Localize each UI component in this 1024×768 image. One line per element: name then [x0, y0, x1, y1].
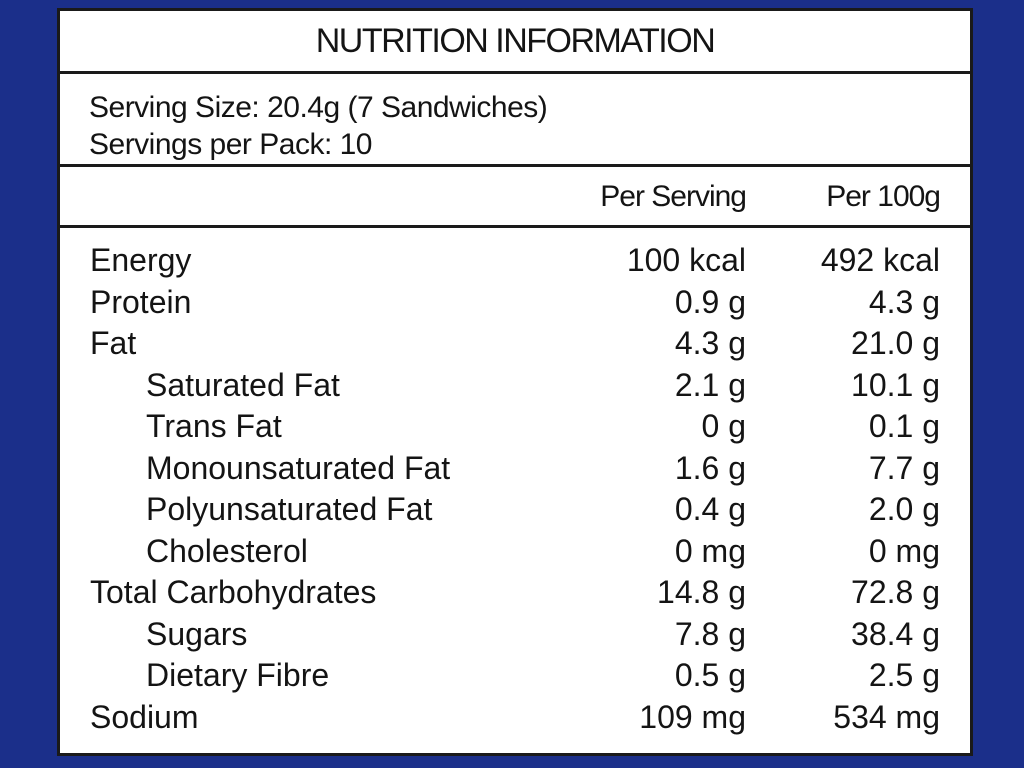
nutrient-row-trans-fat: Trans Fat 0 g 0.1 g: [60, 406, 970, 448]
nutrient-name: Sugars: [146, 615, 248, 652]
nutrient-row-energy: Energy 100 kcal 492 kcal: [60, 240, 970, 282]
per-serving-header: Per Serving: [600, 180, 747, 213]
nutrient-name: Fat: [90, 325, 137, 361]
nutrient-row-cholesterol: Cholesterol 0 mg 0 mg: [60, 531, 970, 573]
nutrient-row-sugars: Sugars 7.8 g 38.4 g: [60, 614, 970, 656]
per-serving-value: 109 mg: [639, 698, 746, 735]
per-100g-value: 2.0 g: [868, 491, 940, 527]
per-100g-value: 21.0 g: [851, 325, 940, 361]
nutrient-name: Trans Fat: [146, 408, 282, 444]
per-100g-header: Per 100g: [826, 180, 941, 213]
nutrient-row-total-carbohydrates: Total Carbohydrates 14.8 g 72.8 g: [60, 572, 970, 614]
per-serving-value: 7.8 g: [674, 615, 746, 652]
per-serving-value: 0.4 g: [674, 491, 746, 527]
nutrition-panel: NUTRITION INFORMATION Serving Size: 20.4…: [57, 8, 973, 756]
nutrient-row-fat: Fat 4.3 g 21.0 g: [60, 323, 970, 365]
per-100g-value: 72.8 g: [851, 574, 940, 610]
nutrient-row-dietary-fibre: Dietary Fibre 0.5 g 2.5 g: [60, 655, 970, 697]
nutrient-row-saturated-fat: Saturated Fat 2.1 g 10.1 g: [60, 365, 970, 407]
nutrient-name: Dietary Fibre: [146, 657, 330, 693]
serving-info: Serving Size: 20.4g (7 Sandwiches) Servi…: [60, 74, 970, 167]
per-serving-value: 4.3 g: [674, 325, 746, 361]
nutrient-row-monounsaturated-fat: Monounsaturated Fat 1.6 g 7.7 g: [60, 448, 970, 490]
per-serving-value: 0.9 g: [674, 283, 746, 320]
nutrient-row-polyunsaturated-fat: Polyunsaturated Fat 0.4 g 2.0 g: [60, 489, 970, 531]
per-100g-value: 534 mg: [833, 698, 940, 735]
panel-title: NUTRITION INFORMATION: [60, 11, 970, 74]
per-serving-value: 1.6 g: [674, 449, 746, 486]
per-100g-value: 0 mg: [868, 532, 940, 569]
per-100g-value: 7.7 g: [868, 449, 940, 486]
nutrient-name: Saturated Fat: [146, 366, 340, 403]
nutrient-name: Cholesterol: [146, 532, 308, 569]
nutrient-row-sodium: Sodium 109 mg 534 mg: [60, 697, 970, 739]
per-100g-value: 492 kcal: [820, 242, 940, 278]
per-serving-value: 14.8 g: [657, 574, 746, 610]
per-100g-value: 38.4 g: [851, 615, 940, 652]
per-serving-value: 100 kcal: [626, 242, 746, 278]
nutrient-name: Energy: [90, 242, 192, 278]
servings-per-pack: Servings per Pack: 10: [89, 128, 372, 161]
nutrient-name: Total Carbohydrates: [90, 574, 377, 610]
column-header-row: Per Serving Per 100g: [60, 170, 970, 228]
per-serving-value: 0 g: [701, 408, 746, 444]
per-serving-value: 0.5 g: [674, 657, 746, 693]
serving-size: Serving Size: 20.4g (7 Sandwiches): [89, 91, 548, 124]
nutrient-name: Protein: [90, 283, 192, 320]
nutrient-row-protein: Protein 0.9 g 4.3 g: [60, 282, 970, 324]
nutrient-table: Energy 100 kcal 492 kcal Protein 0.9 g 4…: [60, 240, 970, 738]
per-serving-value: 2.1 g: [674, 366, 746, 403]
nutrient-name: Monounsaturated Fat: [146, 449, 451, 486]
nutrient-name: Polyunsaturated Fat: [146, 491, 433, 527]
per-100g-value: 0.1 g: [868, 408, 940, 444]
per-serving-value: 0 mg: [674, 532, 746, 569]
per-100g-value: 2.5 g: [868, 657, 940, 693]
per-100g-value: 4.3 g: [868, 283, 940, 320]
nutrient-name: Sodium: [90, 698, 199, 735]
per-100g-value: 10.1 g: [851, 366, 940, 403]
